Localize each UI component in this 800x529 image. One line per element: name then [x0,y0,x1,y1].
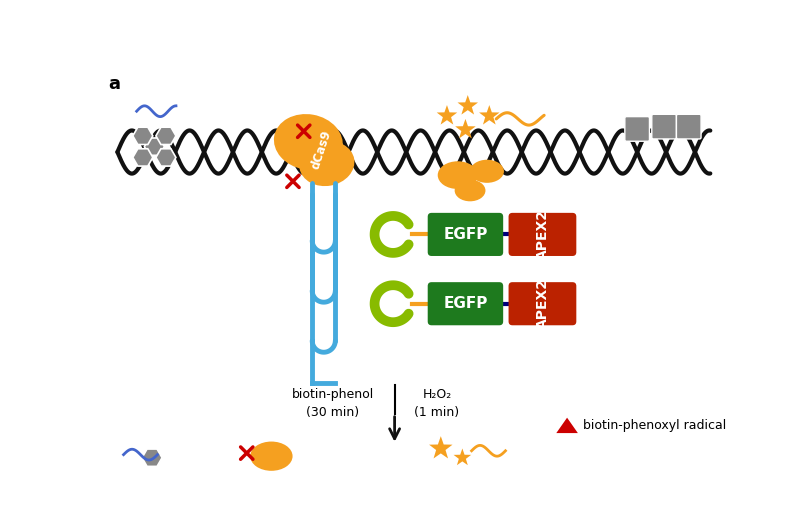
Polygon shape [156,149,176,166]
Ellipse shape [299,141,354,186]
Polygon shape [133,127,153,144]
Ellipse shape [454,180,486,202]
FancyBboxPatch shape [677,114,701,139]
Ellipse shape [250,442,293,471]
Text: dCas9: dCas9 [309,129,334,171]
FancyBboxPatch shape [509,213,576,256]
Text: biotin-phenol
(30 min): biotin-phenol (30 min) [292,388,374,419]
FancyBboxPatch shape [509,282,576,325]
FancyBboxPatch shape [428,282,503,325]
Text: APEX2: APEX2 [535,209,550,260]
Polygon shape [454,449,471,465]
Polygon shape [479,105,499,124]
Polygon shape [133,149,153,166]
Text: biotin-phenoxyl radical: biotin-phenoxyl radical [583,419,726,432]
Polygon shape [556,418,578,433]
Ellipse shape [470,160,504,183]
Text: EGFP: EGFP [443,227,488,242]
FancyBboxPatch shape [625,116,650,141]
Ellipse shape [438,161,478,189]
Text: H₂O₂
(1 min): H₂O₂ (1 min) [414,388,459,419]
FancyBboxPatch shape [428,213,503,256]
Polygon shape [437,105,458,124]
Text: EGFP: EGFP [443,296,488,311]
Polygon shape [458,95,478,115]
Polygon shape [429,436,453,459]
Polygon shape [455,119,476,139]
Polygon shape [142,449,162,467]
Polygon shape [156,127,176,144]
Text: APEX2: APEX2 [535,278,550,329]
Polygon shape [144,138,164,156]
FancyBboxPatch shape [652,114,677,139]
Text: a: a [108,75,120,93]
Ellipse shape [274,114,343,170]
